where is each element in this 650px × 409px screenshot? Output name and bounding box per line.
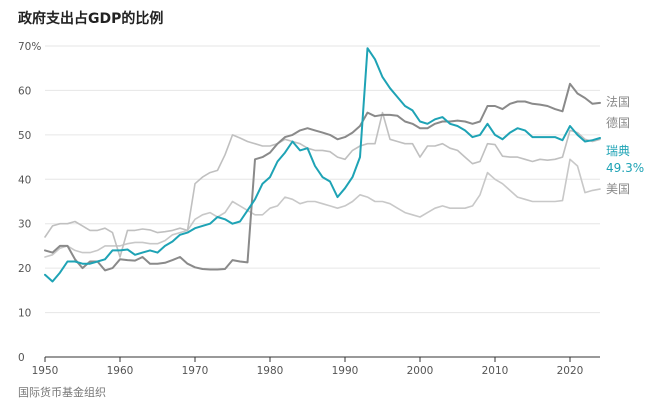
x-tick-label-1980: 1980 <box>257 365 284 377</box>
grid-lines <box>45 45 600 358</box>
x-tick-label-1990: 1990 <box>332 365 359 377</box>
series-lines <box>44 47 601 283</box>
series-line-germany <box>44 111 601 258</box>
x-tick-label-2000: 2000 <box>407 365 434 377</box>
series-label-usa: 美国 <box>606 182 630 196</box>
x-tick-label-2010: 2010 <box>482 365 509 377</box>
x-tick-label-2020: 2020 <box>557 365 584 377</box>
x-tick-label-1950: 1950 <box>32 365 59 377</box>
series-line-france <box>44 82 601 272</box>
series-label-germany: 德国 <box>606 115 630 130</box>
y-tick-label-30: 30 <box>18 219 31 231</box>
x-tick-label-1960: 1960 <box>107 365 134 377</box>
y-axis-tick-labels: 0 10 20 30 40 50 60 70% <box>18 41 41 364</box>
y-tick-label-70: 70% <box>18 41 41 53</box>
series-value-label-sweden: 49.3% <box>606 161 644 175</box>
y-tick-label-10: 10 <box>18 308 31 320</box>
series-label-france: 法国 <box>606 95 630 109</box>
x-axis-ticks: 1950 1960 1970 1980 1990 2000 2010 2020 <box>32 357 584 377</box>
y-tick-label-50: 50 <box>18 130 31 142</box>
series-line-usa <box>44 158 601 258</box>
chart-title: 政府支出占GDP的比例 <box>18 11 164 27</box>
series-label-sweden: 瑞典 <box>606 144 630 158</box>
x-tick-label-1970: 1970 <box>182 365 209 377</box>
series-line-sweden <box>44 47 601 283</box>
y-tick-label-0: 0 <box>18 352 25 364</box>
y-tick-label-60: 60 <box>18 85 31 97</box>
source-note: 国际货币基金组织 <box>18 386 106 399</box>
y-tick-label-40: 40 <box>18 174 31 186</box>
y-tick-label-20: 20 <box>18 263 31 275</box>
